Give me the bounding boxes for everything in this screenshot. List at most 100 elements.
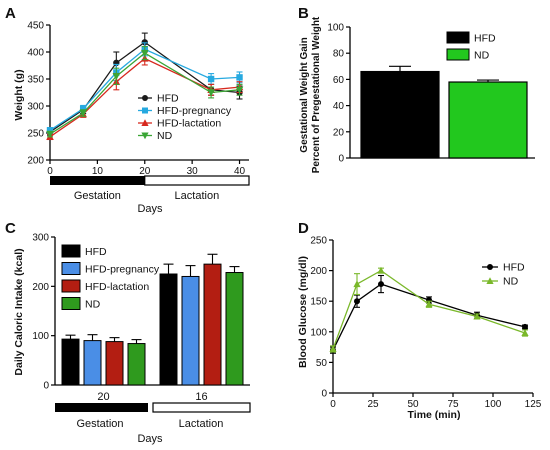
panel-a-legend-hfd-label: HFD xyxy=(157,93,179,105)
panel-c-y-tick-label: 100 xyxy=(32,331,49,342)
panel-c-legend-hfd-pregnancy-swatch xyxy=(61,262,81,275)
panel-a-letter: A xyxy=(5,5,16,22)
panel-a-gestation-label: Gestation xyxy=(74,190,121,202)
panel-d-y-axis-title: Blood Glucose (mg/dl) xyxy=(297,256,309,368)
panel-c-lactation-label: Lactation xyxy=(179,418,224,430)
panel-a-x-tick-label: 20 xyxy=(139,166,151,177)
panel-a-lactation-bar xyxy=(144,175,250,186)
panel-a-series-hfd-pregnancy-point xyxy=(46,127,54,134)
panel-a-x-tick-label: 40 xyxy=(234,166,246,177)
panel-a-y-tick-label: 300 xyxy=(27,102,44,113)
panel-d-series-nd-point xyxy=(521,329,529,337)
panel-a-x-axis-title: Days xyxy=(137,203,163,215)
panel-a-series-nd-point xyxy=(46,130,54,139)
panel-c-gestation-label: Gestation xyxy=(76,418,123,430)
panel-c-y-tick-label: 300 xyxy=(32,233,49,244)
panel-c-bar-nd-16 xyxy=(225,272,244,386)
panel-b-y-axis-title-line2: Percent of Pregestational Weight xyxy=(311,16,322,173)
panel-a-y-axis-title: Weight (g) xyxy=(13,69,25,120)
panel-a-y-tick-label: 350 xyxy=(27,75,44,86)
panel-a-series-nd-point xyxy=(140,49,149,58)
panel-d-series-nd-line xyxy=(332,269,526,350)
panel-d-series-nd-point xyxy=(473,312,481,320)
panel-c-letter: C xyxy=(5,220,16,237)
panel-d-series-hfd-point xyxy=(522,323,528,330)
panel-b-y-tick-label: 0 xyxy=(338,154,344,165)
panel-d-x-tick-label: 100 xyxy=(485,399,502,410)
panel-a-series-hfd-lactation-line xyxy=(49,57,240,138)
panel-a: A 200 250 300 350 400 450 0 10 20 30 40 HFDHFD-pr… xyxy=(5,5,250,215)
panel-a-y-tick-label: 200 xyxy=(27,156,44,167)
panel-b-legend-hfd-label: HFD xyxy=(474,33,496,45)
panel-d-x-tick-label: 25 xyxy=(367,399,379,410)
panel-a-x-tick-label: 10 xyxy=(92,166,104,177)
panel-a-series-hfd-pregnancy-line xyxy=(49,48,240,131)
panel-b-bar-hfd xyxy=(360,70,440,159)
panel-c-y-tick-label: 200 xyxy=(32,282,49,293)
panel-a-legend-hfd-pregnancy-swatch-marker xyxy=(142,107,148,114)
panel-c-legend-hfd-label: HFD xyxy=(85,246,107,258)
panel-c-legend-nd-label: ND xyxy=(85,299,101,311)
panel-d: D 0 50 100 150 200 250 0 25 50 75 100 125 HFD ND Bl… xyxy=(297,220,542,421)
panel-c-bar-hfd-pregnancy-20 xyxy=(83,340,102,386)
panel-b-y-tick-label: 20 xyxy=(333,127,345,138)
panel-d-x-tick-label: 75 xyxy=(447,399,459,410)
panel-d-y-tick-label: 50 xyxy=(316,358,328,369)
panel-d-y-tick-label: 100 xyxy=(310,327,327,338)
panel-a-series-nd-point xyxy=(79,109,87,118)
panel-d-x-axis-title: Time (min) xyxy=(408,409,461,421)
panel-d-series-nd-point xyxy=(377,266,385,274)
panel-c-legend-hfd-lactation-label: HFD-lactation xyxy=(85,281,149,293)
panel-d-x-tick-label: 125 xyxy=(525,399,542,410)
panel-b-legend-hfd-swatch xyxy=(446,31,470,44)
panel-d-series-hfd-line xyxy=(332,283,526,351)
panel-c-bar-hfd-lactation-20 xyxy=(105,341,124,386)
panel-d-y-tick-label: 250 xyxy=(310,236,327,247)
panel-c-legend-hfd-pregnancy-label: HFD-pregnancy xyxy=(85,264,160,276)
panel-a-series-hfd-pregnancy-point xyxy=(207,75,215,83)
panel-c-bar-hfd-lactation-16 xyxy=(203,263,222,386)
panel-d-x-tick-label: 0 xyxy=(330,399,336,410)
panel-a-y-tick-label: 400 xyxy=(27,48,44,59)
panel-c-category-label: 16 xyxy=(195,391,207,403)
panel-d-legend-nd-swatch-marker xyxy=(486,277,494,284)
panel-d-legend-hfd-swatch-marker xyxy=(487,264,493,270)
panel-a-legend-nd-label: ND xyxy=(157,130,173,142)
panel-a-y-tick-label: 450 xyxy=(27,21,44,32)
panel-a-legend-hfd-pregnancy-label: HFD-pregnancy xyxy=(157,105,232,117)
panel-d-series-hfd-point xyxy=(354,298,360,305)
panel-b-y-tick-label: 40 xyxy=(333,101,345,112)
panel-b-bar-nd xyxy=(448,81,528,159)
panel-d-y-tick-label: 0 xyxy=(321,389,327,400)
panel-b-y-axis-title-line1: Gestational Weight Gain xyxy=(299,37,310,152)
panel-b-y-tick-label: 80 xyxy=(333,49,345,60)
panel-d-legend-nd-label: ND xyxy=(503,276,519,288)
panel-d-y-tick-label: 150 xyxy=(310,297,327,308)
panel-d-legend-hfd-label: HFD xyxy=(503,262,525,274)
panel-b-y-tick-label: 100 xyxy=(327,23,344,34)
panel-c-bar-hfd-pregnancy-16 xyxy=(181,275,200,386)
panel-c-bar-hfd-16 xyxy=(159,273,178,386)
panel-a-x-tick-label: 30 xyxy=(187,166,199,177)
panel-a-legend-hfd-lactation-label: HFD-lactation xyxy=(157,118,221,130)
panel-c-bar-nd-20 xyxy=(127,343,146,386)
panel-a-legend-hfd-swatch-marker xyxy=(142,95,148,101)
panel-d-x-tick-label: 50 xyxy=(407,399,419,410)
panel-c-legend-nd-swatch xyxy=(61,297,81,310)
panel-c-y-axis-title: Daily Caloric Intake (kcal) xyxy=(13,248,25,375)
panel-c-legend-hfd-lactation-swatch xyxy=(61,279,81,293)
panel-a-series-nd-point xyxy=(112,73,121,81)
panel-b: B 0 20 40 60 80 100 HFD ND Gestational Weight … xyxy=(298,5,535,173)
panel-b-y-tick-label: 60 xyxy=(333,75,345,86)
panel-a-series-hfd-line xyxy=(49,41,240,133)
panel-c-legend-hfd-swatch xyxy=(61,244,81,258)
panel-c-bar-hfd-20 xyxy=(61,338,80,386)
panel-d-letter: D xyxy=(298,220,309,237)
panel-d-series-nd-point xyxy=(353,280,361,288)
panel-b-legend-nd-swatch xyxy=(446,48,470,61)
panel-c-y-tick-label: 0 xyxy=(43,381,49,392)
panel-a-series-hfd-pregnancy-point xyxy=(236,74,243,81)
panel-d-series-hfd-point xyxy=(378,281,384,288)
panel-a-series-nd-point xyxy=(235,86,244,94)
